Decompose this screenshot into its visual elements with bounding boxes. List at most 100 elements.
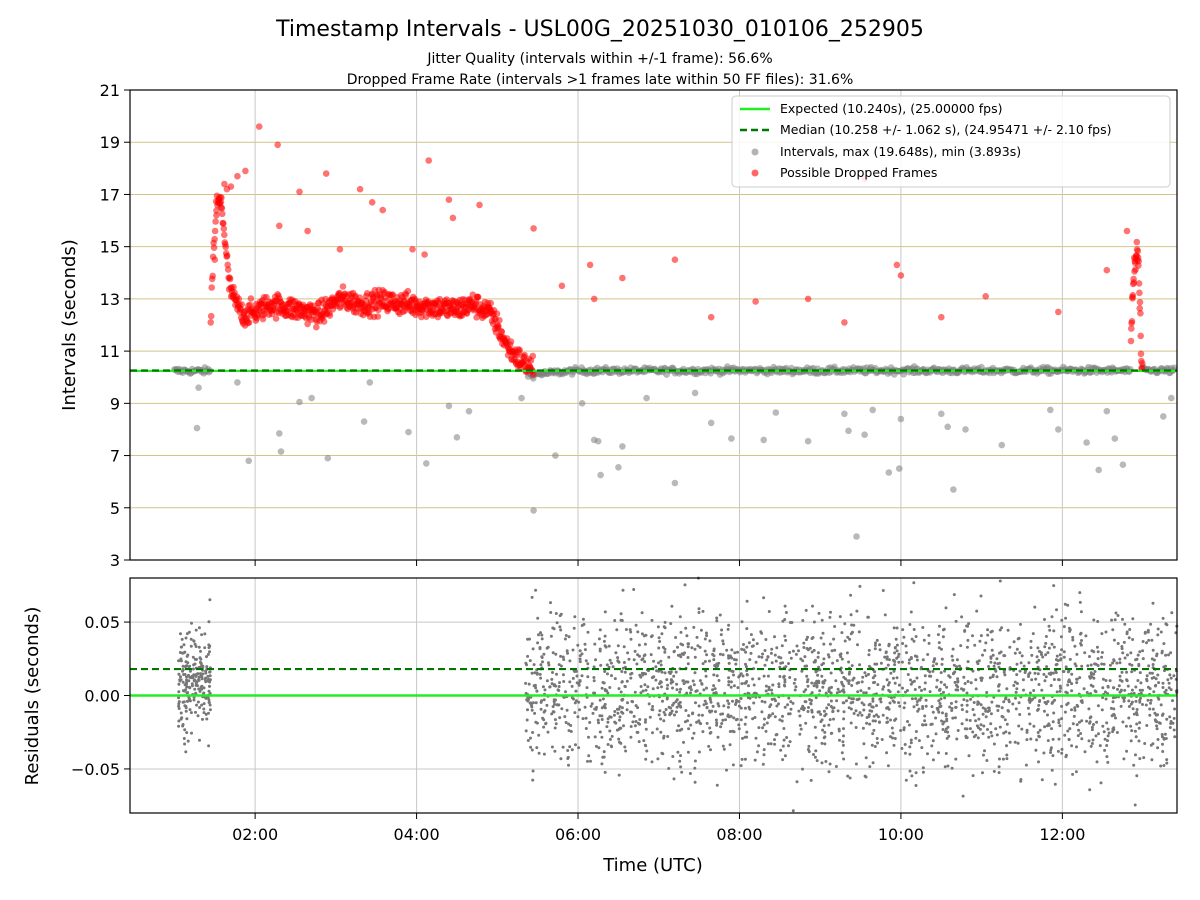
residual-point [908, 623, 912, 626]
residual-point [816, 673, 820, 677]
residual-point [777, 685, 781, 689]
residual-point [813, 681, 817, 685]
residual-point [1092, 676, 1096, 680]
residual-point [901, 628, 905, 632]
residual-point [185, 682, 188, 686]
residual-point [705, 706, 709, 710]
residual-point [712, 658, 716, 662]
residual-point [181, 668, 185, 671]
residual-point [685, 634, 689, 638]
residual-point [701, 730, 705, 734]
residual-point [208, 684, 211, 688]
residual-point [722, 704, 726, 708]
residual-point [845, 699, 848, 703]
residual-point [702, 703, 706, 707]
residual-point [841, 740, 845, 744]
residual-point [618, 718, 621, 722]
residual-point [777, 702, 780, 706]
residual-point [852, 697, 855, 701]
residual-point [659, 659, 663, 663]
dropped-frame-point [223, 252, 231, 259]
residual-point [960, 722, 964, 726]
residual-point [763, 663, 767, 667]
residual-point [785, 736, 789, 739]
residual-point [842, 710, 846, 714]
residual-point [1122, 640, 1126, 644]
residual-point [593, 735, 597, 739]
residual-point [824, 712, 828, 716]
residual-point [927, 641, 931, 645]
residual-point [177, 659, 181, 663]
residual-point [769, 742, 773, 746]
residual-point [721, 744, 725, 748]
residual-point [712, 684, 716, 688]
residual-point [1086, 664, 1090, 668]
residual-point [842, 757, 846, 761]
residual-point [920, 689, 923, 692]
residual-point [893, 651, 897, 655]
residual-point [731, 670, 735, 673]
residual-point [838, 690, 842, 694]
residual-point [860, 713, 864, 717]
residual-point [569, 730, 573, 733]
residual-point [629, 676, 633, 680]
interval-outlier-point [1168, 394, 1175, 402]
residual-point [180, 637, 184, 641]
residual-point [879, 700, 883, 704]
residual-point [773, 653, 777, 657]
residual-point [767, 688, 771, 692]
residual-point [1042, 709, 1046, 713]
residual-point [691, 711, 695, 715]
residual-point [540, 637, 544, 641]
residual-point [639, 691, 643, 695]
residual-point [715, 616, 719, 620]
residual-point [876, 715, 880, 719]
residual-point [847, 682, 851, 685]
residual-point [714, 710, 717, 714]
residual-point [997, 704, 1001, 708]
residual-point [1031, 632, 1035, 636]
residual-point [657, 636, 661, 640]
intervals-y-tick-label: 13 [100, 290, 120, 309]
dropped-frame-point [220, 220, 227, 227]
residual-point [783, 618, 787, 621]
residual-point [773, 715, 777, 719]
residual-point [781, 744, 785, 748]
residual-point [1080, 664, 1084, 668]
interval-outlier-point [1160, 413, 1167, 420]
residual-point [1151, 648, 1155, 652]
residual-point [892, 743, 896, 747]
residual-point [177, 704, 181, 708]
residual-point [739, 764, 743, 768]
residual-point [742, 648, 746, 652]
residual-point [721, 642, 725, 646]
residual-point [789, 700, 793, 704]
residual-point [770, 697, 774, 701]
residual-point [1131, 617, 1135, 621]
residual-point [1090, 742, 1094, 745]
residual-point [1148, 713, 1152, 717]
residual-point [778, 675, 782, 678]
residual-point [873, 670, 877, 674]
residual-point [704, 674, 708, 678]
residual-point [861, 675, 865, 679]
residual-point [950, 766, 954, 770]
residual-point [674, 670, 678, 674]
residual-point [935, 662, 939, 666]
residual-point [965, 736, 969, 740]
residual-point [907, 723, 911, 727]
chart-title: Timestamp Intervals - USL00G_20251030_01… [275, 17, 924, 42]
residual-point [650, 618, 654, 622]
residual-point [695, 689, 699, 693]
residual-point [1168, 726, 1172, 729]
residual-point [720, 628, 724, 632]
residual-point [1154, 677, 1158, 681]
residual-point [1073, 708, 1077, 712]
residual-point [956, 677, 960, 681]
residual-point [608, 658, 612, 662]
residual-point [727, 661, 731, 665]
residual-point [1050, 727, 1053, 731]
residual-point [865, 721, 869, 725]
residual-point [613, 677, 617, 681]
interval-outlier-point [453, 434, 461, 441]
